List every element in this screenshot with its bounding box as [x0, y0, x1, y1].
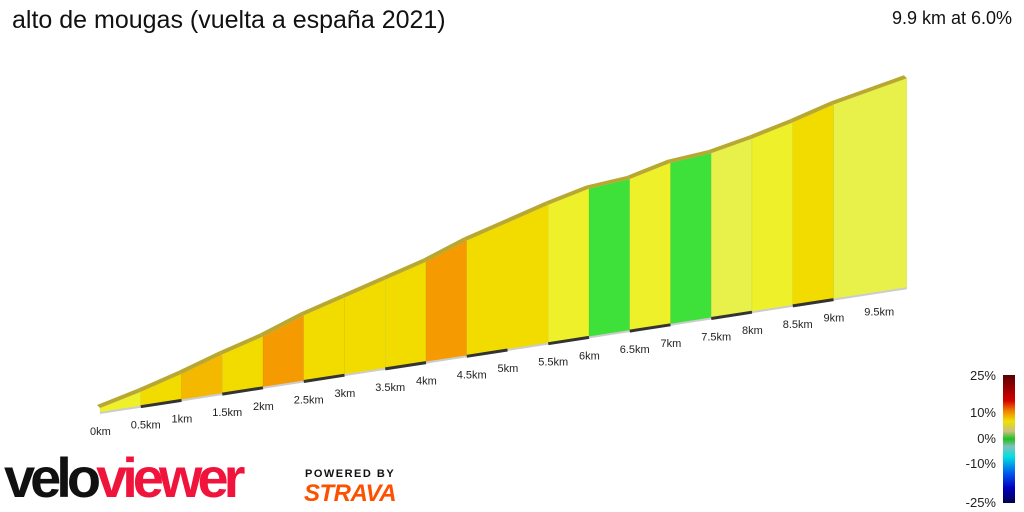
page-title: alto de mougas (vuelta a españa 2021): [12, 6, 446, 34]
x-tick-label: 4km: [416, 376, 437, 388]
profile-top-edge: [586, 175, 630, 189]
profile-top-edge: [219, 333, 263, 355]
profile-segment: [588, 178, 630, 338]
profile-segment: [670, 152, 712, 326]
legend-label: 0%: [977, 431, 996, 446]
distance-axis-dash: [629, 323, 671, 333]
x-tick-label: 4.5km: [457, 369, 487, 381]
profile-segment: [711, 138, 753, 319]
profile-segment: [385, 261, 427, 370]
profile-segment: [833, 77, 908, 300]
x-tick-label: 0.5km: [131, 420, 161, 432]
x-tick-label: 7km: [661, 338, 682, 350]
x-tick-label: 8.5km: [783, 319, 813, 331]
profile-top-edge: [300, 294, 345, 316]
profile-top-edge: [667, 150, 712, 163]
distance-axis-dash: [792, 298, 834, 308]
profile-top-edge: [708, 135, 752, 154]
distance-axis-dash: [548, 335, 590, 346]
legend-label: 10%: [970, 405, 996, 420]
x-tick-label: 6km: [579, 350, 600, 362]
x-tick-label: 2.5km: [294, 395, 324, 407]
profile-top-edge: [423, 237, 467, 262]
legend-label: 25%: [970, 368, 996, 383]
powered-by-label: POWERED BY: [305, 468, 396, 480]
legend-label: -25%: [966, 495, 997, 510]
logo-viewer: viewer: [96, 446, 245, 509]
x-tick-label: 7.5km: [701, 332, 731, 344]
x-tick-label: 8km: [742, 325, 763, 337]
x-tick-label: 0km: [90, 426, 111, 438]
profile-top-edge: [260, 312, 304, 337]
x-tick-label: 3km: [335, 388, 356, 400]
veloviewer-logo: veloviewer: [4, 446, 245, 509]
profile-top-edge: [749, 119, 793, 139]
profile-top-edge: [789, 101, 834, 123]
x-tick-label: 9km: [824, 313, 845, 325]
profile-segment: [548, 188, 590, 344]
x-tick-label: 1.5km: [212, 407, 242, 419]
profile-top-edge: [178, 351, 223, 374]
x-tick-label: 5.5km: [538, 357, 568, 369]
profile-top-edge: [341, 276, 386, 298]
profile-top-edge: [382, 258, 426, 280]
distance-axis-dash: [140, 398, 182, 409]
profile-top-edge: [626, 159, 671, 179]
distance-axis-dash: [466, 348, 508, 358]
x-tick-label: 6.5km: [620, 344, 650, 356]
distance-axis-dash: [222, 386, 264, 396]
profile-top-edge: [545, 185, 589, 205]
x-tick-label: 3.5km: [375, 382, 405, 394]
legend-label: -10%: [966, 456, 997, 471]
x-tick-label: 2km: [253, 401, 274, 413]
profile-segment: [751, 121, 793, 313]
x-tick-label: 1km: [172, 413, 193, 425]
logo-velo: velo: [4, 446, 101, 509]
strava-logo: STRAVA: [304, 480, 397, 507]
distance-axis-dash: [303, 373, 345, 383]
distance-axis-dash: [711, 310, 753, 320]
climb-summary: 9.9 km at 6.0%: [891, 8, 1012, 28]
profile-segment: [425, 240, 467, 363]
distance-axis-dash: [385, 361, 427, 371]
profile-segment: [262, 314, 304, 389]
x-tick-label: 5km: [498, 363, 519, 375]
profile-top-edge: [97, 388, 141, 408]
profile-top-edge: [463, 201, 549, 241]
x-tick-label: 9.5km: [864, 306, 894, 318]
profile-segment: [466, 204, 549, 357]
grade-color-scale: [1003, 375, 1015, 503]
profile-top-edge: [830, 75, 907, 105]
profile-top-edge: [137, 370, 182, 392]
profile-segment: [629, 162, 671, 332]
profile-segment: [792, 104, 834, 307]
